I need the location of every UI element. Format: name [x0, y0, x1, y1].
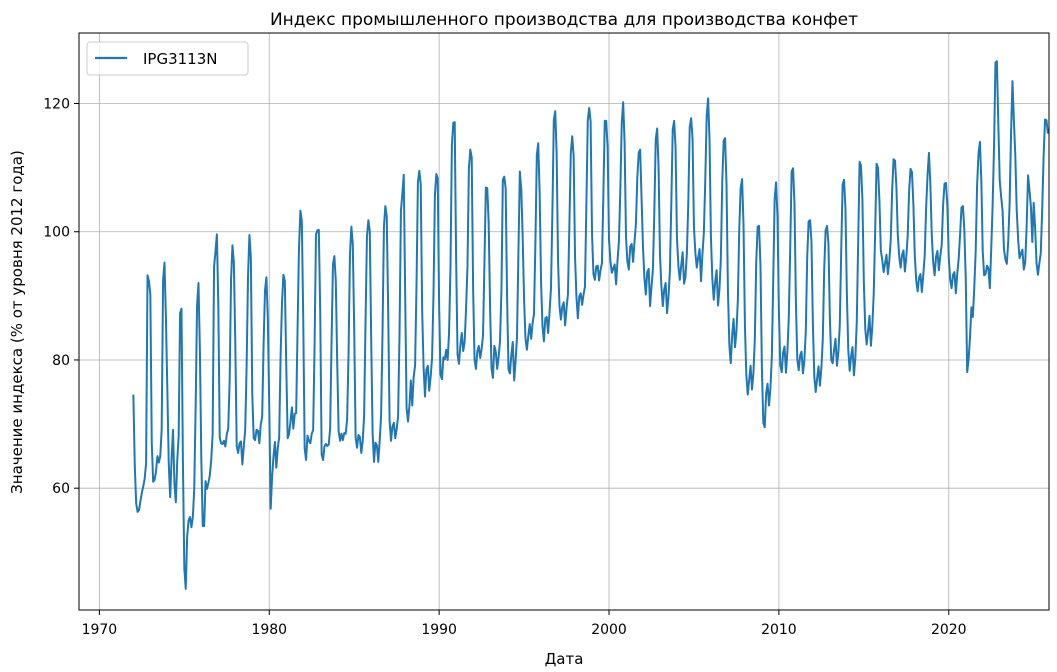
plot-series [132, 60, 1049, 590]
x-tick-label: 2020 [931, 622, 967, 638]
legend: IPG3113N [86, 41, 249, 76]
x-tick-label: 1980 [251, 622, 287, 638]
legend-box [86, 41, 249, 76]
x-axis-label: Дата [545, 650, 584, 668]
chart-title: Индекс промышленного производства для пр… [270, 10, 858, 30]
x-tick-label: 1970 [82, 622, 118, 638]
y-tick-label: 100 [43, 225, 70, 241]
x-tick-label: 1990 [421, 622, 457, 638]
y-axis-ticks: 60 80 100 120 [43, 97, 79, 497]
x-tick-label: 2000 [591, 622, 627, 638]
x-axis-ticks: 1970 1980 1990 2000 2010 2020 [82, 610, 967, 638]
x-tick-label: 2010 [761, 622, 797, 638]
y-axis-label: Значение индекса (% от уровня 2012 года) [8, 150, 26, 494]
y-tick-label: 60 [52, 481, 70, 497]
y-tick-label: 120 [43, 97, 70, 113]
legend-label: IPG3113N [143, 50, 218, 68]
y-tick-label: 80 [52, 353, 70, 369]
plot-frame [78, 32, 1050, 611]
series-line-ipg3113n [132, 60, 1049, 590]
